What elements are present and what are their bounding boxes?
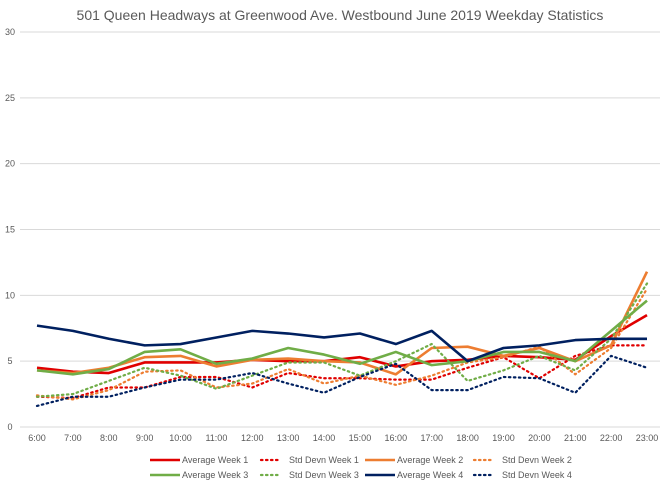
legend-item: Average Week 3 [150, 470, 248, 480]
series-line-std-devn-week-2 [35, 287, 649, 401]
x-tick-label: 7:00 [64, 433, 82, 443]
legend-label: Average Week 1 [182, 455, 248, 465]
legend-item: Std Devn Week 4 [472, 470, 572, 480]
chart-title: 501 Queen Headways at Greenwood Ave. Wes… [77, 7, 604, 23]
legend-item: Std Devn Week 2 [472, 455, 572, 465]
x-tick-label: 9:00 [136, 433, 154, 443]
x-tick-label: 19:00 [492, 433, 515, 443]
y-tick-label: 20 [5, 159, 15, 169]
legend-label: Std Devn Week 3 [289, 470, 359, 480]
x-tick-label: 11:00 [205, 433, 227, 443]
legend-label: Std Devn Week 2 [502, 455, 572, 465]
x-tick-label: 15:00 [349, 433, 372, 443]
legend-item: Average Week 4 [365, 470, 463, 480]
x-tick-label: 10:00 [169, 433, 192, 443]
legend-item: Std Devn Week 1 [259, 455, 359, 465]
legend-label: Average Week 3 [182, 470, 248, 480]
x-tick-label: 13:00 [277, 433, 300, 443]
x-tick-label: 6:00 [28, 433, 46, 443]
y-tick-label: 15 [5, 225, 15, 235]
x-tick-label: 17:00 [420, 433, 443, 443]
x-tick-label: 8:00 [100, 433, 118, 443]
series-line-average-week-4 [36, 324, 647, 363]
y-tick-label: 25 [5, 93, 15, 103]
y-tick-label: 30 [5, 27, 15, 37]
x-tick-label: 16:00 [385, 433, 408, 443]
legend-label: Std Devn Week 1 [289, 455, 359, 465]
legend-item: Average Week 1 [150, 455, 248, 465]
x-tick-label: 22:00 [600, 433, 623, 443]
series-line-std-devn-week-3 [35, 282, 649, 398]
series-line-average-week-3 [36, 299, 648, 376]
x-tick-label: 12:00 [241, 433, 264, 443]
legend-label: Average Week 2 [397, 455, 463, 465]
series-line-average-week-2 [36, 271, 649, 376]
x-tick-label: 23:00 [636, 433, 659, 443]
x-tick-label: 14:00 [313, 433, 336, 443]
series-line-std-devn-week-1 [35, 344, 649, 400]
legend-label: Std Devn Week 4 [502, 470, 572, 480]
series-line-std-devn-week-4 [35, 354, 649, 408]
legend-item: Average Week 2 [365, 455, 463, 465]
y-tick-label: 5 [7, 356, 12, 366]
y-tick-label: 0 [7, 422, 12, 432]
x-tick-label: 20:00 [528, 433, 551, 443]
x-tick-label: 21:00 [564, 433, 587, 443]
x-tick-label: 18:00 [456, 433, 479, 443]
legend-label: Average Week 4 [397, 470, 463, 480]
y-tick-label: 10 [5, 290, 15, 300]
legend-item: Std Devn Week 3 [259, 470, 359, 480]
